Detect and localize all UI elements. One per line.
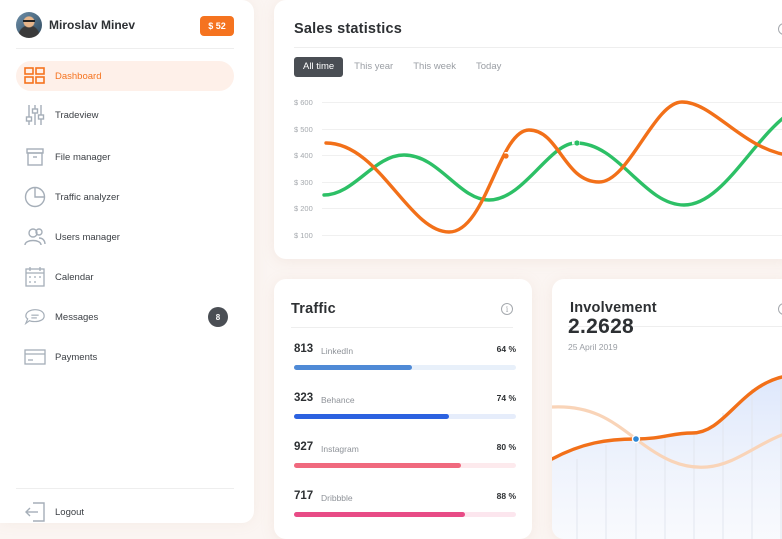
sidebar-item-tradeview[interactable]: Tradeview <box>16 100 234 130</box>
tab-today[interactable]: Today <box>476 61 502 72</box>
balance-badge[interactable]: $ 52 <box>200 16 234 36</box>
sliders-icon <box>24 104 46 126</box>
traffic-source: Dribbble <box>321 493 353 503</box>
sidebar-item-label: Dashboard <box>55 70 102 82</box>
progress-fill <box>294 463 461 468</box>
traffic-percent: 88 % <box>496 491 516 501</box>
sales-chart <box>322 100 782 234</box>
grid-line <box>322 235 782 236</box>
pie-chart-icon <box>24 186 46 208</box>
card-title: Traffic <box>291 301 336 317</box>
time-range-tabs: All time This year This week Today <box>294 57 512 77</box>
grid-line <box>322 102 782 103</box>
messages-badge: 8 <box>208 307 228 327</box>
progress-fill <box>294 365 412 370</box>
traffic-percent: 74 % <box>496 393 516 403</box>
sidebar-item-calendar[interactable]: Calendar <box>16 262 234 292</box>
sidebar-item-label: Messages <box>55 311 99 323</box>
card-title: Sales statistics <box>294 21 402 37</box>
sidebar-item-label: Calendar <box>55 271 94 283</box>
sidebar-item-messages[interactable]: Messages 8 <box>16 302 234 332</box>
series-line-light <box>552 405 782 469</box>
card-divider <box>568 326 782 327</box>
y-tick-label: $ 500 <box>294 125 313 134</box>
sidebar-item-payments[interactable]: Payments <box>16 342 234 372</box>
series-marker-green <box>574 140 580 146</box>
involvement-area <box>552 376 782 539</box>
sidebar-item-label: Users manager <box>55 231 120 243</box>
progress-track <box>294 463 516 468</box>
progress-track <box>294 365 516 370</box>
sidebar-divider <box>16 488 234 489</box>
sidebar: Miroslav Minev $ 52 Dashboard Tradeview … <box>0 0 254 523</box>
sidebar-item-file-manager[interactable]: File manager <box>16 142 234 172</box>
series-marker-orange <box>503 153 509 159</box>
y-tick-label: $ 100 <box>294 231 313 240</box>
user-profile[interactable]: Miroslav Minev $ 52 <box>16 12 234 40</box>
series-line-green <box>322 116 782 207</box>
traffic-row-behance: 323 Behance 74 % <box>294 392 516 432</box>
traffic-row-instagram: 927 Instagram 80 % <box>294 441 516 481</box>
involvement-chart <box>552 375 782 539</box>
tab-this-week[interactable]: This week <box>413 61 456 72</box>
traffic-percent: 64 % <box>496 344 516 354</box>
involvement-value: 2.2628 <box>568 315 635 338</box>
traffic-row-dribbble: 717 Dribbble 88 % <box>294 490 516 530</box>
chart-marker <box>633 436 639 442</box>
logout-label: Logout <box>55 506 85 518</box>
y-tick-label: $ 600 <box>294 98 313 107</box>
sales-statistics-card: Sales statistics i All time This year Th… <box>274 0 782 259</box>
sidebar-item-users-manager[interactable]: Users manager <box>16 222 234 252</box>
traffic-count: 323 <box>294 392 314 404</box>
involvement-card: Involvement i 2.2628 25 April 2019 <box>552 279 782 539</box>
traffic-count: 813 <box>294 343 314 355</box>
traffic-source: Instagram <box>321 444 359 454</box>
y-tick-label: $ 200 <box>294 204 313 213</box>
sidebar-item-traffic-analyzer[interactable]: Traffic analyzer <box>16 182 234 212</box>
card-divider <box>294 47 782 48</box>
logout-icon <box>24 501 46 523</box>
traffic-percent: 80 % <box>496 442 516 452</box>
avatar[interactable] <box>16 12 42 38</box>
user-name: Miroslav Minev <box>49 18 136 32</box>
users-icon <box>24 226 46 248</box>
grid-line <box>322 208 782 209</box>
grid-line <box>322 182 782 183</box>
sidebar-item-label: File manager <box>55 151 111 163</box>
series-line-orange <box>324 100 782 234</box>
credit-card-icon <box>24 346 46 368</box>
sidebar-item-label: Traffic analyzer <box>55 191 120 203</box>
traffic-count: 927 <box>294 441 314 453</box>
y-tick-label: $ 300 <box>294 178 313 187</box>
grid-line <box>322 129 782 130</box>
involvement-date: 25 April 2019 <box>568 342 618 352</box>
card-divider <box>291 327 513 328</box>
calendar-icon <box>24 266 46 288</box>
tab-this-year[interactable]: This year <box>354 61 394 72</box>
sidebar-item-dashboard[interactable]: Dashboard <box>16 61 234 91</box>
traffic-source: Behance <box>321 395 355 405</box>
sidebar-item-label: Payments <box>55 351 98 363</box>
card-title: Involvement <box>570 300 657 316</box>
traffic-count: 717 <box>294 490 314 502</box>
info-icon[interactable]: i <box>501 303 513 315</box>
progress-track <box>294 414 516 419</box>
y-tick-label: $ 400 <box>294 151 313 160</box>
progress-track <box>294 512 516 517</box>
progress-fill <box>294 414 450 419</box>
traffic-row-linkedin: 813 LinkedIn 64 % <box>294 343 516 383</box>
traffic-card: Traffic i 813 LinkedIn 64 % 323 Behance … <box>274 279 532 539</box>
sidebar-item-label: Tradeview <box>55 109 99 121</box>
logout-button[interactable]: Logout <box>16 497 234 527</box>
progress-fill <box>294 512 465 517</box>
traffic-source: LinkedIn <box>321 346 354 356</box>
series-line-orange <box>552 375 782 461</box>
dashboard-icon <box>24 65 46 87</box>
tab-all-time[interactable]: All time <box>294 57 344 77</box>
messages-icon <box>24 306 46 328</box>
folder-icon <box>24 146 46 168</box>
sidebar-divider <box>16 48 234 49</box>
